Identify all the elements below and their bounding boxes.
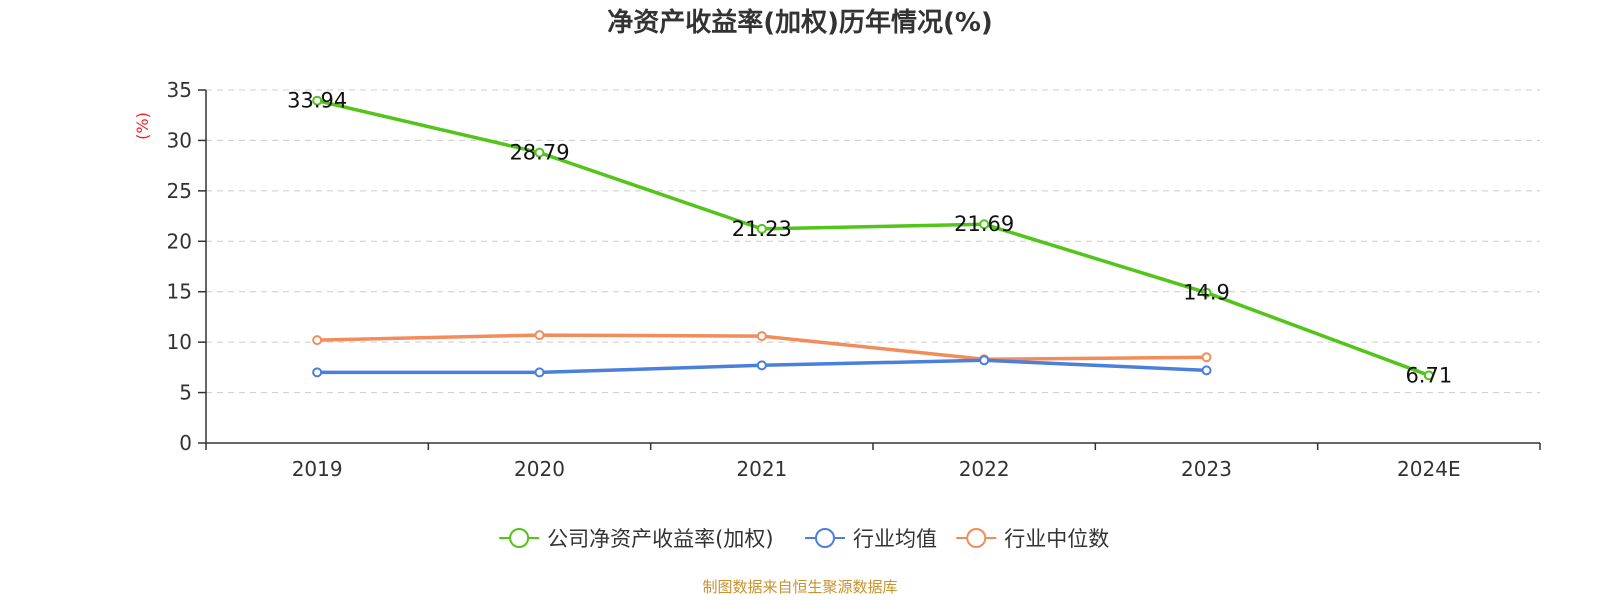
data-label: 33.94 (287, 89, 347, 113)
data-label: 14.9 (1183, 281, 1230, 305)
x-tick-label: 2022 (959, 457, 1010, 481)
y-axis-label: (%) (133, 112, 152, 140)
data-point (979, 355, 990, 366)
data-point (312, 367, 323, 378)
data-point (979, 219, 990, 230)
data-point (756, 360, 767, 371)
y-tick-label: 20 (167, 229, 192, 253)
y-tick-label: 5 (179, 381, 192, 405)
data-point (1201, 365, 1212, 376)
y-tick-label: 15 (167, 280, 192, 304)
x-tick-label: 2021 (736, 457, 787, 481)
legend-marker-icon (966, 528, 987, 548)
legend-marker-icon (814, 528, 835, 548)
data-point (1201, 287, 1212, 298)
y-tick-label: 30 (167, 128, 192, 152)
legend-label: 行业中位数 (1004, 527, 1109, 551)
legend-label: 公司净资产收益率(加权) (547, 527, 773, 551)
chart-title: 净资产收益率(加权)历年情况(%) (607, 7, 993, 38)
data-label: 21.69 (954, 212, 1014, 236)
series-line-0 (316, 98, 1430, 377)
x-tick-label: 2024E (1397, 457, 1461, 481)
data-point (756, 223, 767, 234)
data-point (1201, 352, 1212, 363)
x-tick-label: 2023 (1181, 457, 1232, 481)
data-point (1423, 370, 1434, 381)
data-label: 28.79 (509, 141, 569, 165)
grid-lines (206, 89, 1540, 394)
source-note: 制图数据来自恒生聚源数据库 (702, 578, 897, 596)
legend-item: 公司净资产收益率(加权) (499, 527, 774, 551)
y-tick-label: 10 (167, 330, 192, 354)
y-tick-label: 0 (179, 431, 192, 455)
legend-item: 行业均值 (804, 527, 937, 551)
data-point (534, 330, 545, 341)
x-tick-label: 2020 (514, 457, 565, 481)
data-labels: 33.94 28.79 21.23 21.69 14.9 6.71 (287, 89, 1452, 388)
data-point (312, 335, 323, 346)
series-lines (312, 95, 1434, 381)
x-tick-label: 2019 (292, 457, 343, 481)
legend-label: 行业均值 (853, 527, 937, 551)
data-point (534, 147, 545, 158)
y-tick-label: 35 (167, 78, 192, 102)
data-point (534, 367, 545, 378)
legend: 公司净资产收益率(加权) 行业均值 行业中位数 (499, 527, 1109, 551)
data-label: 6.71 (1405, 363, 1452, 387)
data-point (312, 95, 323, 106)
data-label: 21.23 (732, 217, 792, 241)
data-point (756, 331, 767, 342)
axes: 0 5 10 15 20 25 30 35 2019 2020 2021 2022 2023 2024E (167, 78, 1541, 481)
legend-marker-icon (509, 528, 530, 548)
legend-item: 行业中位数 (956, 527, 1109, 551)
y-tick-label: 25 (167, 179, 192, 203)
